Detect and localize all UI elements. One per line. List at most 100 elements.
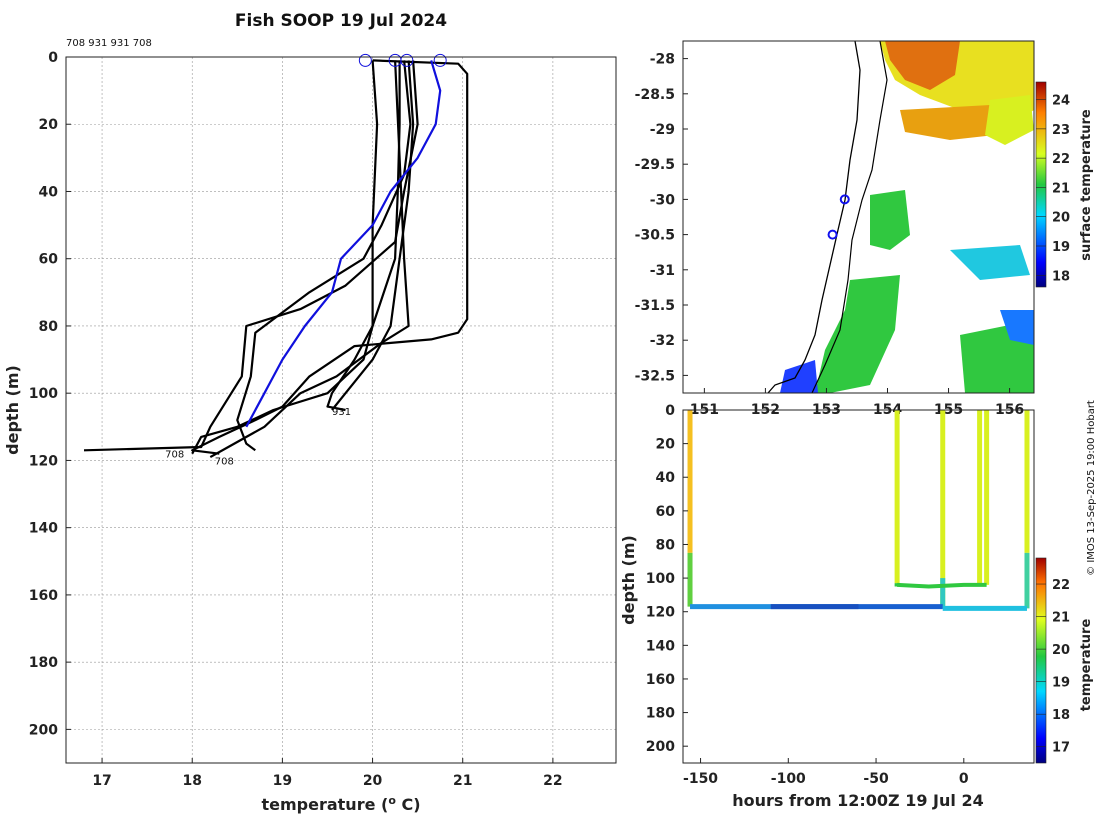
x-tick-label: 18: [182, 773, 201, 789]
series-line-mean-profile: [245, 60, 442, 428]
map-axes-frame: [682, 40, 1035, 394]
colorbar-tick-label: 24: [1052, 94, 1070, 109]
section-x-tick-label: -50: [863, 771, 889, 787]
colorbar-tick-label: 21: [1052, 611, 1070, 626]
series-line-profile-7: [209, 60, 410, 459]
colorbar-tick-label: 21: [1052, 181, 1070, 196]
section-y-tick-label: 160: [646, 672, 675, 688]
map-y-tick-label: -29.5: [635, 157, 675, 173]
sst-patch-coast-blue: [780, 360, 818, 393]
map-y-tick-label: -29: [650, 122, 675, 138]
map-y-tick-label: -31.5: [635, 298, 675, 314]
map-y-tick-label: -28.5: [635, 87, 675, 103]
sst-patch-green-a: [870, 190, 910, 250]
y-tick-label: 160: [29, 588, 58, 604]
y-tick-label: 0: [48, 50, 58, 66]
colorbar-tick-label: 17: [1052, 741, 1070, 756]
sst-patch-cyan: [950, 245, 1030, 280]
section-y-tick-label: 40: [656, 470, 676, 486]
sst-patch-warm: [885, 41, 960, 90]
section-x-tick-label: 0: [959, 771, 969, 787]
sst-patch-green-b: [815, 275, 900, 393]
profile-x-axis-label: temperature (o C): [261, 794, 420, 814]
station-marker: [839, 194, 850, 205]
x-tick-label: 21: [453, 773, 472, 789]
profile-chart: Fish SOOP 19 Jul 2024 708 931 931 708 93…: [3, 11, 617, 814]
map-y-tick-label: -30: [650, 192, 676, 208]
sst-colorbar: [1035, 81, 1047, 288]
surface-marker: [358, 53, 372, 67]
y-tick-label: 100: [29, 386, 58, 402]
credit-footer: © IMOS 13-Sep-2025 19:00 Hobart: [1086, 400, 1097, 576]
colorbar-tick-label: 22: [1052, 152, 1070, 167]
section-axes-frame: [682, 409, 1035, 764]
sst-patch-yellow: [985, 95, 1034, 145]
station-marker: [827, 229, 838, 240]
series-line-profile-6: [191, 60, 379, 455]
section-y-tick-label: 200: [646, 739, 675, 755]
surface-marker: [400, 53, 414, 67]
section-y-tick-label: 0: [665, 403, 675, 419]
profile-axes-frame: [65, 56, 617, 764]
section-data: [687, 410, 1030, 611]
profile-y-axis-label: depth (m): [3, 365, 22, 455]
coastline: [767, 41, 861, 393]
temperature-colorbar-label: temperature: [1079, 619, 1094, 712]
y-tick-label: 40: [39, 184, 59, 200]
chart-title: Fish SOOP 19 Jul 2024: [235, 11, 447, 31]
series-line-profile-4: [83, 60, 419, 452]
colorbar-tick-label: 19: [1052, 240, 1070, 255]
y-tick-label: 80: [39, 319, 59, 335]
y-tick-label: 120: [29, 453, 58, 469]
sst-colorbar-label: surface temperature: [1079, 109, 1094, 261]
bottom-label: 708: [215, 456, 234, 467]
y-tick-label: 180: [29, 655, 58, 671]
temperature-colorbar: [1035, 557, 1047, 764]
section-x-axis-label: hours from 12:00Z 19 Jul 24: [732, 791, 983, 810]
map-y-tick-label: -32.5: [635, 368, 675, 384]
colorbar-tick-label: 18: [1052, 269, 1070, 284]
section-y-tick-label: 120: [646, 605, 675, 621]
section-y-tick-label: 20: [656, 437, 676, 453]
platform-annotation: 708 931 931 708: [66, 38, 152, 49]
colorbar-tick-label: 20: [1052, 643, 1070, 658]
colorbar-tick-label: 23: [1052, 123, 1070, 138]
colorbar-tick-label: 22: [1052, 578, 1070, 593]
sst-map: -28 -28.5 -29 -29.5 -30 -30.5 -31 -31.5 -32 -32.5…: [635, 40, 1094, 418]
map-y-tick-label: -31: [650, 263, 675, 279]
bottom-label: 931: [332, 407, 351, 418]
section-bottom-trace: [897, 582, 987, 589]
shelf-contour: [811, 41, 888, 393]
section-y-tick-label: 60: [656, 504, 676, 520]
sst-patch-orange: [900, 105, 995, 140]
x-tick-label: 22: [543, 773, 562, 789]
surface-marker: [433, 53, 447, 67]
x-tick-label: 19: [273, 773, 292, 789]
colorbar-tick-label: 19: [1052, 676, 1070, 691]
y-tick-label: 60: [39, 252, 59, 268]
section-y-tick-label: 80: [656, 537, 676, 553]
series-line-profile-2: [331, 60, 415, 411]
profile-lines: 931 708 708: [83, 53, 469, 467]
section-ticks: 0 20 40 60 80 100 120 140 160 180 200 -150 -100 -50 0: [646, 403, 969, 787]
y-tick-label: 140: [29, 521, 58, 537]
colorbar-tick-label: 18: [1052, 708, 1070, 723]
map-y-tick-label: -32: [650, 333, 675, 349]
map-stations: [827, 194, 850, 240]
bottom-label: 708: [165, 450, 184, 461]
x-tick-label: 17: [92, 773, 111, 789]
section-x-tick-label: -100: [771, 771, 806, 787]
section-y-tick-label: 100: [646, 571, 675, 587]
series-line-profile-3: [236, 60, 412, 452]
x-tick-label: 20: [363, 773, 383, 789]
map-y-tick-label: -30.5: [635, 228, 675, 244]
sst-patches: [767, 41, 1034, 393]
y-tick-label: 200: [29, 722, 58, 738]
profile-ticks: 17 18 19 20 21 22 0 20 40 60 80 100 120 140 160 180 200: [29, 50, 563, 789]
sst-colorbar-ticks: 18 19 20 21 22 23 24: [1036, 94, 1070, 284]
section-y-tick-label: 180: [646, 706, 675, 722]
colorbar-tick-label: 20: [1052, 211, 1070, 226]
series-line-profile-5: [191, 59, 469, 455]
